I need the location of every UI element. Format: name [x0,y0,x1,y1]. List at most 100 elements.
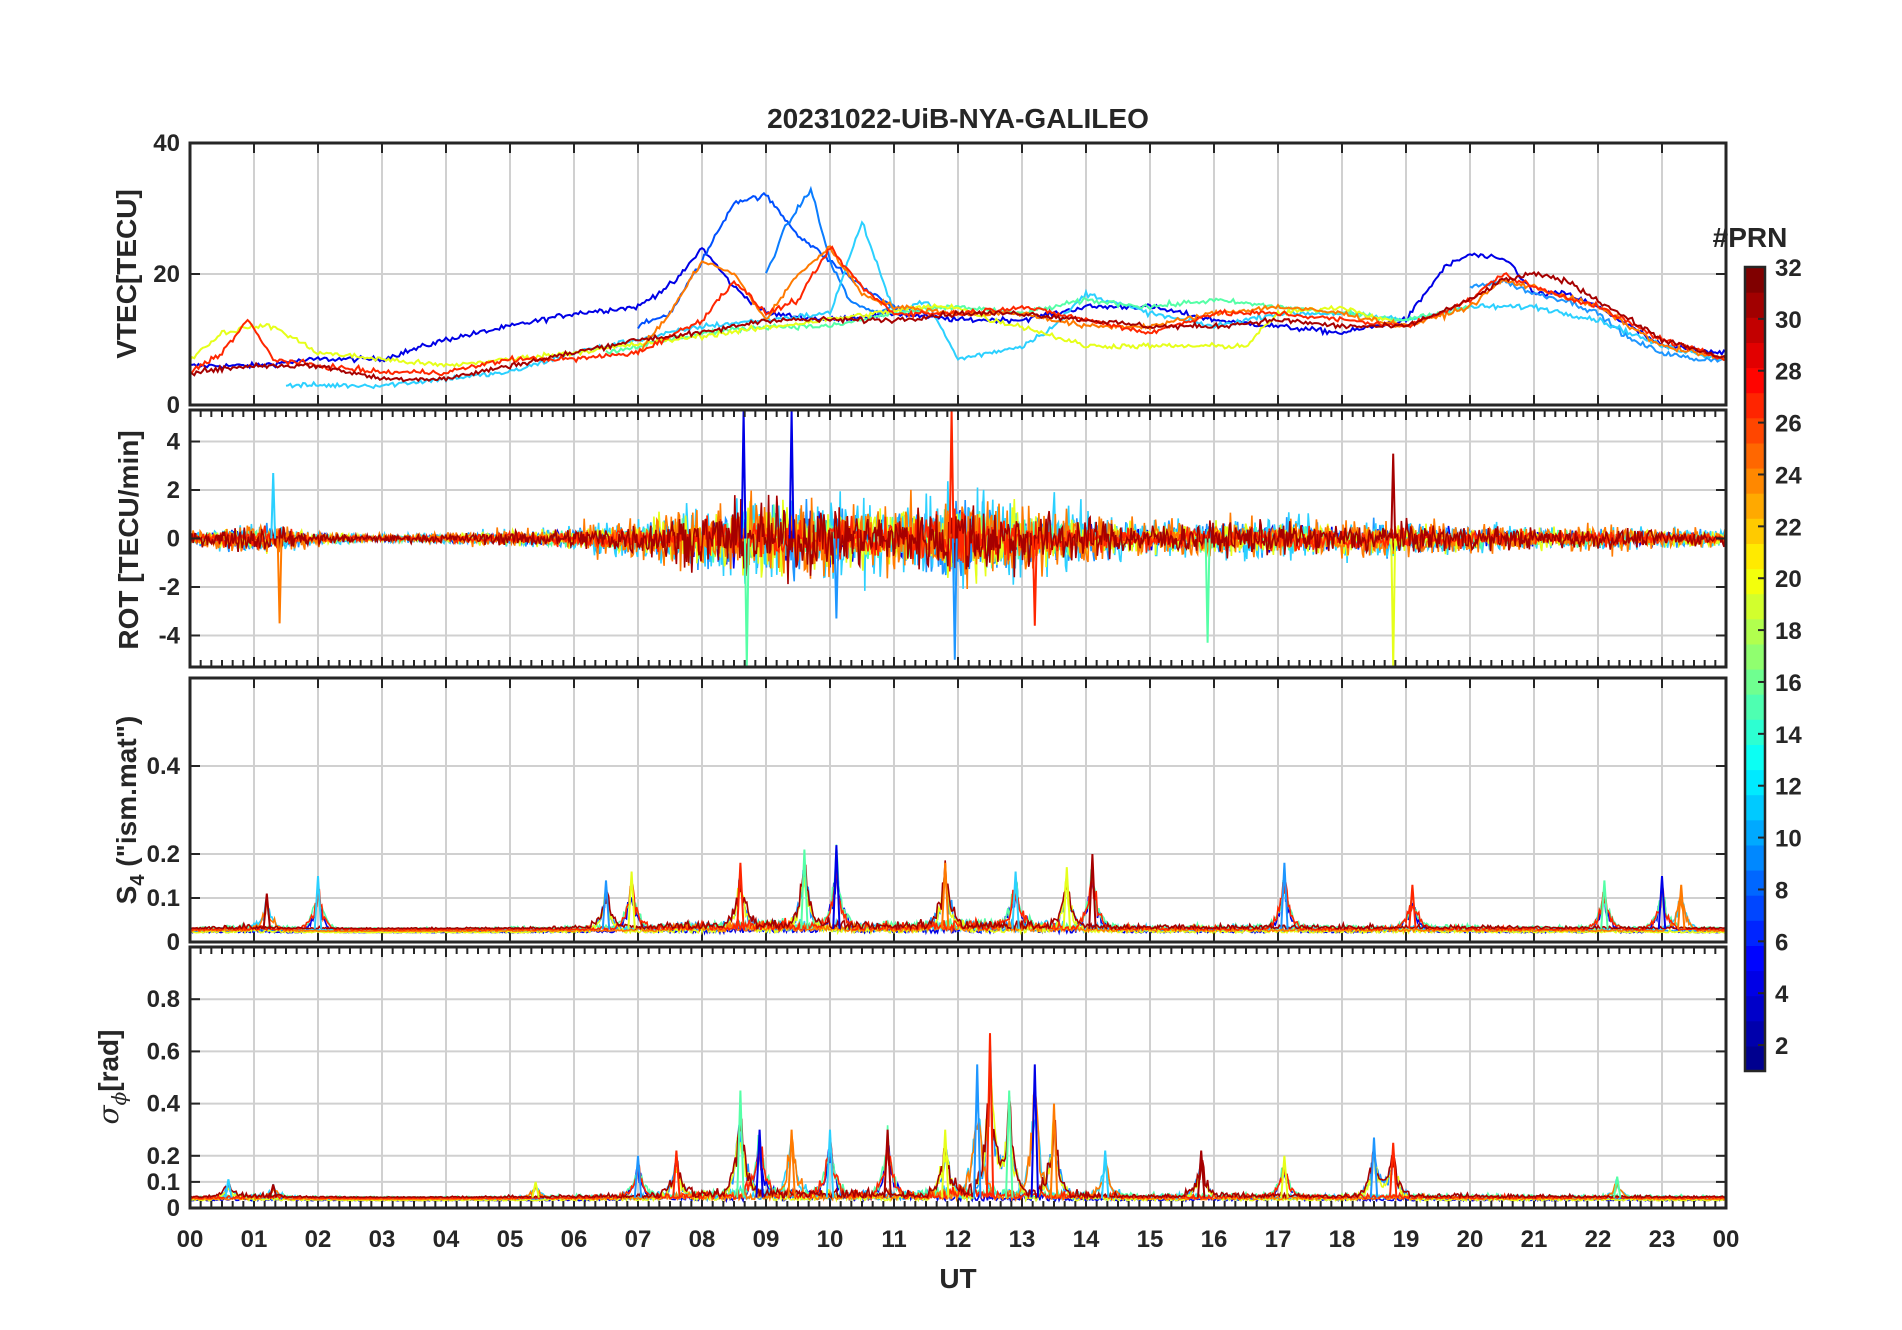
colorbar-strip [1745,1020,1765,1047]
y-tick-label: 0.4 [147,1091,181,1118]
sigma-phi-ylabel: σϕ[rad] [92,1030,131,1125]
colorbar-strip [1745,417,1765,444]
y-tick-label: 0.8 [147,986,180,1013]
s4-spike [1062,867,1071,929]
sp-spike [1389,1142,1398,1198]
colorbar-color-strips [1745,267,1765,1072]
s4-spike [941,862,950,929]
s4-axes-box [188,676,1728,944]
x-tick-label: 01 [241,1226,268,1253]
y-tick-label: 0 [167,526,180,553]
x-tick-label: 10 [817,1226,844,1253]
colorbar-strip [1745,920,1765,946]
vtec-series-prn-24 [637,245,1726,361]
x-tick-label: 05 [497,1226,524,1253]
x-tick-label: 06 [561,1226,588,1253]
colorbar-strip [1745,442,1765,469]
colorbar-tick-label: 10 [1775,826,1802,853]
x-tick-label: 19 [1393,1226,1420,1253]
x-tick-label: 00 [1713,1226,1740,1253]
y-tick-label: 0 [167,1195,180,1222]
colorbar-strip [1745,593,1765,620]
colorbar-strip [1745,669,1765,695]
colorbar-frame [1743,265,1767,1073]
x-tick-label: 11 [881,1226,906,1253]
x-tick-label: 08 [689,1226,716,1253]
colorbar-tick-label: 14 [1775,722,1802,749]
x-tick-label: 03 [369,1226,396,1253]
sigma-phi-y-ticks: 00.10.2 0.4 0.6 0.8 [147,986,1726,1222]
rot-spike [740,410,747,539]
sp-spike [985,1033,995,1198]
y-tick-label: 0 [167,392,180,419]
sp-spike [1030,1064,1039,1198]
rot-spike [1204,538,1211,643]
colorbar-tick-label: 22 [1775,514,1802,541]
colorbar-strip [1745,568,1765,595]
sp-spike [672,1150,681,1198]
colorbar-tick-label: 6 [1775,929,1788,956]
s4-spike [1088,853,1097,929]
sp-spike [973,1064,982,1198]
s4-spike [1011,871,1020,929]
sp-spike [787,1129,796,1198]
y-tick-label: 0.6 [147,1038,180,1065]
colorbar-strip [1745,794,1765,821]
s4-series [190,860,1726,932]
colorbar-strip [1745,819,1765,846]
x-axis-tick-labels: 00 01 02 03 04 05 06 07 08 09 10 11 12 13 14 15 16 17 18 19… [177,1226,1740,1253]
sp-spike [1369,1137,1379,1198]
colorbar-strip [1745,342,1765,369]
s4-ylabel: S4 ("ism.mat") [111,716,149,905]
colorbar-strip [1745,543,1765,570]
colorbar-tick-label: 32 [1775,255,1802,282]
sp-spike [1280,1155,1289,1198]
rot-spike [788,410,795,539]
x-tick-label: 23 [1649,1226,1676,1253]
y-tick-label: 4 [167,429,181,456]
y-tick-label: 0.2 [147,1143,180,1170]
s4-spike [1280,862,1289,929]
colorbar-strip [1745,267,1765,293]
sp-spike [1613,1176,1622,1198]
sp-spike [736,1090,745,1198]
x-tick-label: 17 [1265,1226,1292,1253]
s4-spike [601,880,611,929]
colorbar-strip [1745,895,1765,921]
s4-spike [627,871,636,929]
rot-spike [951,538,958,660]
sp-spike [1197,1150,1206,1198]
colorbar-strip [1745,1045,1765,1072]
s4-spike [262,893,271,929]
y-tick-label: 0 [167,929,180,956]
rot-spike [1031,538,1038,626]
x-tick-label: 18 [1329,1226,1356,1253]
s4-series [190,863,1726,933]
colorbar-label: #PRN [1713,222,1788,253]
sigma-phi-axes-box [188,945,1728,1210]
colorbar-tick-label: 20 [1775,566,1802,593]
x-tick-label: 13 [1009,1226,1036,1253]
rot-series [190,494,1726,585]
x-tick-label: 02 [305,1226,332,1253]
colorbar-tick-label: 8 [1775,877,1788,904]
sp-spike [1005,1090,1014,1198]
colorbar-tick-label: 26 [1775,411,1802,438]
rot-spike [276,538,283,624]
sp-spike [941,1129,950,1198]
colorbar-strip [1745,317,1765,343]
x-tick-label: 09 [753,1226,780,1253]
x-tick-label: 22 [1585,1226,1612,1253]
rot-spike [948,410,955,539]
colorbar-tick-label: 30 [1775,307,1802,334]
colorbar-strip [1745,618,1765,645]
y-tick-label: 0.1 [147,885,180,912]
s4-panel: 0 0.1 0.2 0.4 S4 ("ism.mat") [111,676,1728,956]
x-axis-label: UT [939,1263,976,1294]
s4-grid [189,678,1727,943]
colorbar-strip [1745,518,1765,544]
vtec-panel: 0 20 40 VTEC[TECU] [111,130,1728,419]
sp-spike [825,1129,835,1198]
x-tick-label: 16 [1201,1226,1228,1253]
